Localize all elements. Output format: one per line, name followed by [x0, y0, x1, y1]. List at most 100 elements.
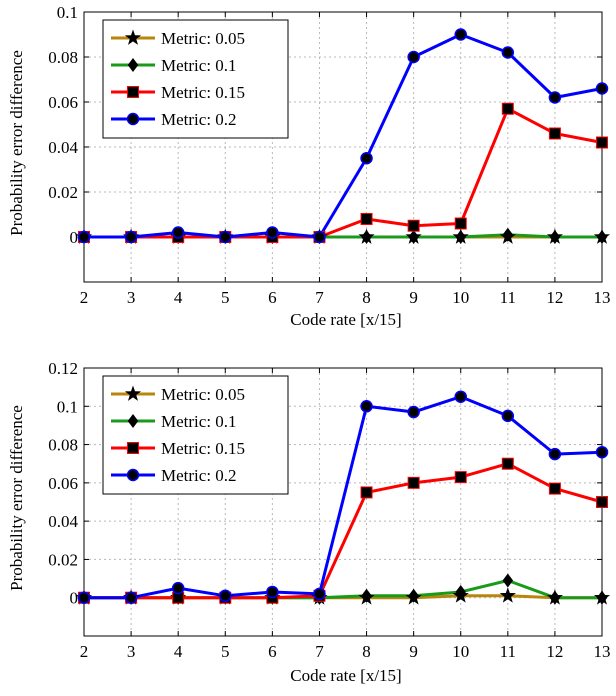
- data-point: [455, 230, 466, 244]
- x-tick-label: 13: [594, 288, 611, 307]
- data-point: [548, 447, 562, 461]
- x-tick-label: 12: [546, 642, 563, 661]
- legend-marker: [126, 468, 140, 482]
- x-tick-label: 2: [80, 642, 89, 661]
- x-axis-title: Code rate [x/15]: [290, 310, 401, 329]
- y-tick-label: 0.1: [57, 397, 78, 416]
- data-point: [171, 226, 185, 239]
- data-point: [313, 587, 326, 601]
- legend-label: Metric: 0.1: [161, 56, 237, 75]
- data-point: [502, 573, 514, 588]
- data-point: [171, 581, 185, 595]
- data-point: [408, 230, 419, 244]
- data-point: [596, 496, 608, 508]
- x-tick-label: 10: [452, 288, 469, 307]
- y-tick-label: 0.08: [48, 436, 78, 455]
- x-tick-label: 5: [221, 288, 230, 307]
- data-point: [595, 445, 609, 459]
- data-point: [266, 585, 279, 599]
- legend-label: Metric: 0.2: [161, 466, 237, 485]
- data-point: [313, 230, 326, 244]
- legend-marker: [124, 385, 142, 401]
- legend-item: Metric: 0.05: [111, 385, 245, 404]
- legend-label: Metric: 0.15: [161, 83, 245, 102]
- legend-label: Metric: 0.05: [161, 385, 245, 404]
- y-axis-title: Probability error difference: [7, 405, 26, 591]
- data-point: [548, 482, 561, 495]
- data-point: [454, 471, 467, 484]
- x-tick-label: 8: [362, 288, 371, 307]
- data-point: [360, 486, 373, 499]
- series-markers-4: [77, 28, 609, 244]
- data-point: [219, 589, 232, 603]
- y-tick-label: 0.1: [57, 3, 78, 22]
- y-tick-label: 0.04: [48, 512, 78, 531]
- y-tick-label: 0.04: [48, 138, 78, 157]
- legend-marker: [127, 86, 139, 98]
- data-point: [407, 405, 420, 419]
- x-tick-label: 8: [362, 642, 371, 661]
- legend-label: Metric: 0.15: [161, 439, 245, 458]
- data-point: [219, 230, 232, 244]
- data-point: [501, 102, 514, 115]
- legend-item: Metric: 0.1: [111, 56, 237, 75]
- data-point: [360, 400, 373, 413]
- x-tick-label: 2: [80, 288, 89, 307]
- x-tick-label: 11: [500, 288, 516, 307]
- x-tick-label: 4: [174, 288, 183, 307]
- legend-item: Metric: 0.2: [111, 466, 237, 485]
- legend: Metric: 0.05 Metric: 0.1 Metric: 0.15 Metri…: [102, 19, 289, 139]
- x-axis-title: Code rate [x/15]: [290, 666, 401, 685]
- x-tick-label: 3: [127, 288, 136, 307]
- data-point: [501, 457, 514, 470]
- data-point: [499, 587, 516, 603]
- data-point: [408, 588, 419, 603]
- series-line: [84, 462, 603, 600]
- series-line: [84, 107, 603, 239]
- data-point: [360, 213, 373, 225]
- data-point: [407, 219, 420, 232]
- data-point: [501, 46, 515, 59]
- legend: Metric: 0.05 Metric: 0.1 Metric: 0.15 Metri…: [102, 375, 289, 495]
- y-tick-label: 0.06: [48, 93, 78, 112]
- data-point: [549, 230, 561, 244]
- x-tick-label: 6: [268, 642, 277, 661]
- data-point: [360, 152, 373, 165]
- x-tick-label: 10: [452, 642, 469, 661]
- chart-panel-2: 2 3 4 5 6 7 8 9 10 11 12 13 0 0.02 0.04 0.06 0.08 0.1 0.12…: [7, 359, 611, 685]
- series-markers-4: [77, 390, 609, 604]
- data-point: [407, 476, 420, 489]
- data-point: [124, 230, 138, 244]
- x-tick-label: 3: [127, 642, 136, 661]
- data-point: [455, 584, 466, 599]
- legend-item: Metric: 0.15: [111, 439, 245, 458]
- y-axis-title: Probability error difference: [7, 50, 26, 236]
- data-point: [361, 588, 372, 603]
- x-tick-label: 4: [174, 642, 183, 661]
- x-tick-label: 9: [409, 642, 418, 661]
- legend-item: Metric: 0.15: [111, 83, 245, 102]
- series-metric-0-15: [84, 462, 603, 600]
- legend-item: Metric: 0.2: [111, 110, 237, 129]
- series-line: [84, 395, 603, 600]
- legend-label: Metric: 0.1: [161, 412, 237, 431]
- y-tick-label: 0.02: [48, 183, 78, 202]
- y-tick-label: 0.12: [48, 359, 78, 378]
- series-metric-0-2: [84, 33, 603, 239]
- x-tick-label: 11: [500, 642, 516, 661]
- data-point: [596, 590, 608, 605]
- data-point: [501, 409, 515, 423]
- data-point: [77, 591, 91, 604]
- y-tick-label: 0.06: [48, 474, 78, 493]
- data-point: [266, 226, 279, 239]
- legend-item: Metric: 0.1: [111, 412, 237, 431]
- legend-marker: [127, 414, 139, 428]
- data-point: [454, 390, 467, 403]
- legend-label: Metric: 0.05: [161, 29, 245, 48]
- data-point: [407, 50, 420, 64]
- x-tick-label: 7: [315, 642, 324, 661]
- data-point: [77, 230, 91, 244]
- series-metric-0-2: [84, 395, 603, 600]
- legend-marker: [127, 442, 139, 454]
